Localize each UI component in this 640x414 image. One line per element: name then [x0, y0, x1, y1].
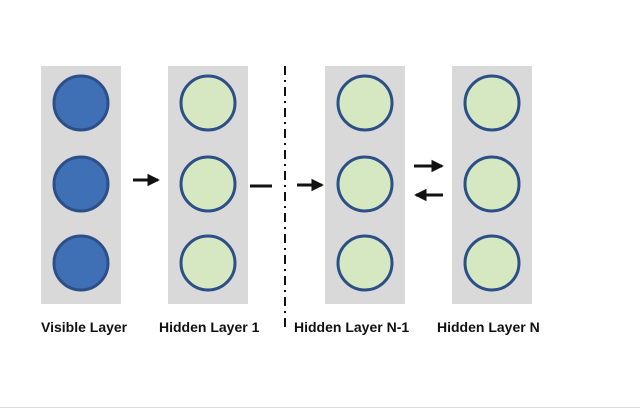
hidden-n-minus-1-node-3: [336, 234, 394, 292]
bottom-rule: [0, 407, 640, 408]
hidden-n-minus-1-node-1: [336, 74, 394, 132]
hidden-1-node-2: [179, 155, 237, 213]
visible-node-3: [52, 234, 110, 292]
hidden-n-minus-1-node-2: [336, 155, 394, 213]
hidden-n-node-3: [463, 234, 521, 292]
hidden-layer-n: Hidden Layer N: [437, 66, 540, 335]
hidden-layer-n-minus-1: Hidden Layer N-1: [294, 66, 409, 335]
visible-layer-label: Visible Layer: [41, 319, 128, 335]
hidden-layer-1: Hidden Layer 1: [159, 66, 260, 335]
hidden-layer-n-label: Hidden Layer N: [437, 319, 540, 335]
hidden-n-node-2: [463, 155, 521, 213]
visible-node-1: [52, 74, 110, 132]
hidden-layer-n-minus-1-label: Hidden Layer N-1: [294, 319, 409, 335]
hidden-n-node-1: [463, 74, 521, 132]
hidden-layer-1-label: Hidden Layer 1: [159, 319, 260, 335]
hidden-1-node-1: [179, 74, 237, 132]
visible-node-2: [52, 155, 110, 213]
visible-layer: Visible Layer: [41, 66, 128, 335]
hidden-1-node-3: [179, 234, 237, 292]
